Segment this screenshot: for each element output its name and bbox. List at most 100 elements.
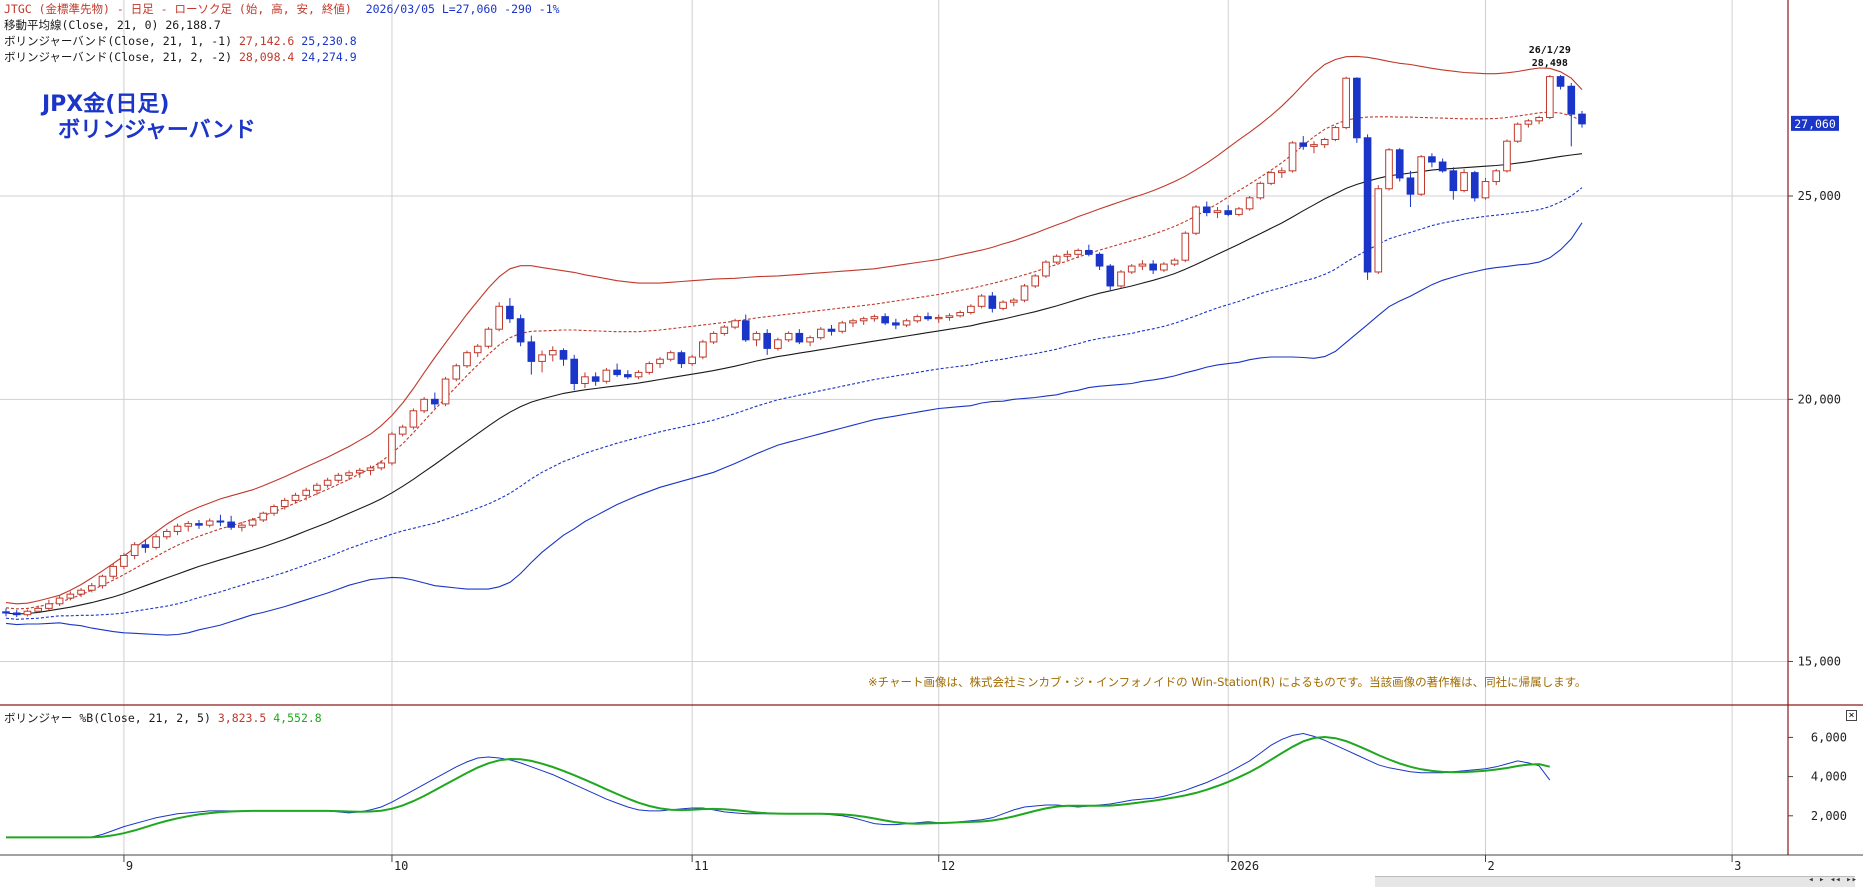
- candle-up: [98, 575, 107, 587]
- y-tick-label: 15,000: [1798, 654, 1841, 668]
- candle-up: [388, 433, 396, 464]
- candle-up: [45, 603, 53, 609]
- candle-down: [1085, 249, 1093, 255]
- candle-up: [1256, 182, 1265, 199]
- main-price-panel: 26/1/29 28,498: [2, 45, 1586, 636]
- candle-up: [377, 462, 386, 469]
- candle-down: [1149, 263, 1157, 271]
- candle-up: [731, 320, 739, 328]
- candle-up: [1117, 271, 1125, 287]
- candle-up: [1235, 208, 1243, 215]
- candle-up: [999, 301, 1007, 309]
- candle-up: [23, 610, 32, 616]
- candle-up: [656, 358, 664, 365]
- candle-up: [1267, 172, 1275, 184]
- candle-up: [420, 398, 428, 412]
- candle-up: [34, 607, 42, 612]
- header-line-4: ボリンジャーバンド(Close, 21, 2, -2) 28,098.4 24,…: [4, 50, 357, 64]
- candle-up: [1063, 253, 1072, 257]
- copyright-notice: ※チャート画像は、株式会社ミンカブ・ジ・インフォノイドの Win-Station…: [868, 675, 1587, 689]
- candle-up: [645, 363, 654, 373]
- candle-up: [1277, 170, 1286, 174]
- candle-down: [924, 316, 932, 320]
- candle-down: [1299, 142, 1308, 147]
- candle-up: [849, 320, 857, 324]
- candle-up: [1192, 206, 1200, 234]
- candle-down: [1428, 156, 1436, 163]
- candle-down: [1438, 161, 1447, 172]
- candle-up: [902, 320, 911, 326]
- candle-down: [1395, 149, 1404, 179]
- pctb-label: ボリンジャー %B(Close, 21, 2, 5): [4, 711, 211, 725]
- candle-up: [441, 378, 450, 405]
- header-line-2: 移動平均線(Close, 21, 0) 26,188.7: [4, 18, 221, 32]
- candle-up: [1213, 210, 1222, 214]
- candle-up: [77, 589, 85, 595]
- candle-up: [1524, 120, 1533, 125]
- sub-y-tick-label: 2,000: [1811, 809, 1847, 823]
- candle-down: [1406, 177, 1415, 195]
- candle-up: [1138, 263, 1147, 267]
- candle-up: [302, 489, 311, 496]
- header-last: 2026/03/05 L=27,060 -290 -1%: [365, 2, 560, 16]
- candle-up: [699, 341, 707, 358]
- candle-up: [1181, 232, 1190, 261]
- candle-up: [934, 316, 943, 320]
- moving-average-line: [5, 153, 1583, 615]
- candle-down: [1567, 85, 1576, 115]
- candle-down: [506, 305, 514, 320]
- scroll-controls[interactable]: ◂ ▸ ◂◂ ▸▸: [1808, 875, 1857, 885]
- candle-up: [323, 479, 332, 486]
- candle-down: [827, 328, 836, 332]
- chart-title: JPX金(日足) ボリンジャーバンド: [42, 92, 256, 144]
- bb1-lower-line: [5, 187, 1583, 620]
- x-tick-label: 2: [1488, 859, 1495, 873]
- candle-up: [1009, 299, 1018, 303]
- candle-up: [548, 350, 557, 356]
- candle-up: [313, 484, 321, 491]
- candle-down: [216, 520, 225, 523]
- x-tick-label: 11: [694, 859, 708, 873]
- candle-up: [162, 530, 171, 538]
- candle-up: [1042, 261, 1050, 277]
- pctb-line: [6, 732, 1551, 838]
- candle-down: [1363, 137, 1372, 273]
- candle-down: [195, 523, 203, 526]
- candle-up: [120, 554, 128, 567]
- last-price-label: 27,060: [1794, 117, 1836, 131]
- x-tick-label: 9: [126, 859, 133, 873]
- candle-up: [66, 593, 75, 599]
- candle-up: [977, 295, 986, 307]
- candle-up: [345, 472, 353, 476]
- candle-down: [892, 322, 900, 326]
- candle-up: [666, 352, 675, 360]
- x-tick-label: 10: [394, 859, 408, 873]
- candle-up: [270, 506, 278, 514]
- candle-up: [1331, 127, 1340, 140]
- candle-up: [291, 494, 300, 501]
- candle-up: [109, 565, 118, 577]
- close-panel-icon[interactable]: ×: [1846, 710, 1857, 721]
- candle-up: [838, 322, 847, 332]
- candle-up: [1535, 116, 1543, 122]
- candle-down: [677, 352, 686, 365]
- candle-up: [1546, 76, 1554, 118]
- horizontal-scrollbar[interactable]: [1375, 876, 1855, 887]
- candle-down: [795, 332, 804, 343]
- candle-down: [1202, 206, 1211, 214]
- candle-down: [570, 358, 579, 385]
- bb2-lower-value: 24,274.9: [301, 50, 357, 64]
- candle-up: [1320, 138, 1329, 146]
- bb2-lower-line: [5, 222, 1583, 636]
- candle-down: [763, 332, 772, 349]
- candle-up: [870, 316, 879, 320]
- candle-up: [1288, 142, 1297, 172]
- candle-up: [184, 523, 193, 527]
- candle-up: [1385, 149, 1393, 190]
- candle-up: [1417, 156, 1426, 195]
- bb1-lower-value: 25,230.8: [301, 34, 357, 48]
- pctb-signal-line: [6, 735, 1551, 839]
- candle-down: [527, 341, 536, 362]
